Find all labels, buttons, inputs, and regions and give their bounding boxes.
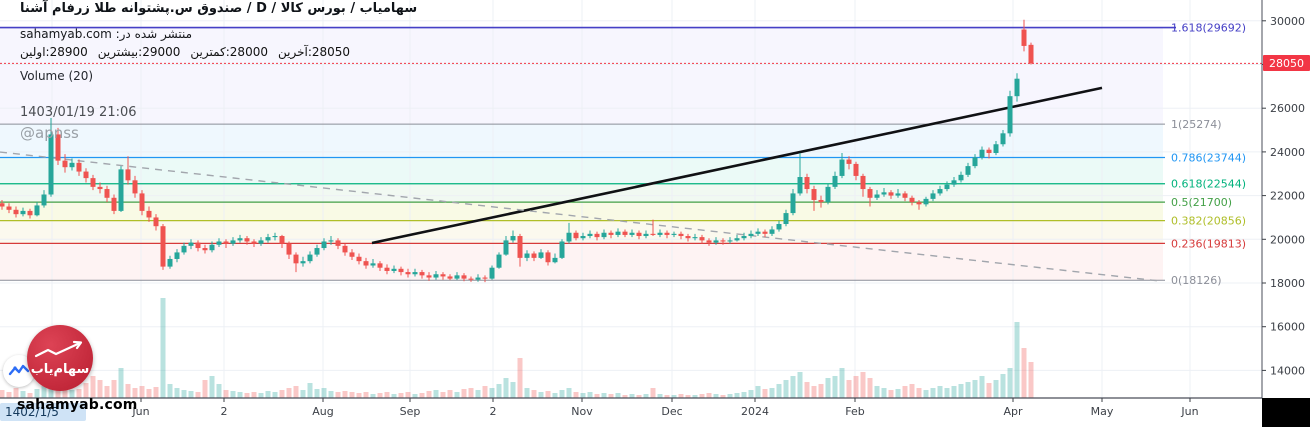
price-tick-label: 18000 (1270, 277, 1305, 290)
price-tick-label: 30000 (1270, 15, 1305, 28)
ohlc-pair: کمترین:28000 (190, 45, 268, 59)
time-tick-label: 2 (490, 405, 497, 418)
gridlines (0, 0, 1262, 398)
time-tick-label: Jun (1180, 405, 1198, 418)
price-tick-label: 22000 (1270, 190, 1305, 203)
ohlc-pair: آخرین:28050 (277, 45, 351, 59)
fib-label-0.5: 0.5(21700) (1171, 196, 1232, 209)
fib-label-1: 1(25274) (1171, 118, 1222, 131)
fib-label-0.382: 0.382(20856) (1171, 215, 1246, 228)
time-axis[interactable]: Jun 2 Aug Sep 2 Nov Dec 2024 Feb Apr May Jun (131, 398, 1199, 418)
time-tick-label: 2 (221, 405, 228, 418)
candles (0, 19, 1034, 283)
fib-label-0.786: 0.786(23744) (1171, 151, 1246, 164)
symbol-title: سهامیاب / بورس کالا / D / صندوق س.پشتوان… (20, 1, 418, 16)
chart-datetime: 1403/01/19 21:06 (20, 105, 137, 120)
time-tick-label: May (1091, 405, 1114, 418)
fibonacci-levels: 1.618(29692) 1(25274) 0.786(23744) 0.618(22… (0, 22, 1246, 287)
axis-corner-box (1262, 398, 1310, 427)
time-tick-label: Aug (312, 405, 333, 418)
sahamyab-watermark-text: sahamyab.com (17, 397, 138, 413)
time-tick-label: Feb (845, 405, 864, 418)
logo-trend-arrow-icon (34, 340, 83, 357)
fib-label-0.236: 0.236(19813) (1171, 237, 1246, 250)
ohlc-pair: بیشترین:29000 (97, 45, 181, 59)
author-handle: @apnss (20, 124, 79, 142)
ohlc-readout: اولین:28900 بیشترین:29000 کمترین:28000 آخری… (20, 45, 350, 59)
crosshair-date-label: 1402/1/5 (0, 403, 86, 421)
time-tick-label: Nov (571, 405, 593, 418)
time-tick-label: 2024 (741, 405, 769, 418)
price-axis[interactable]: 3000028000260002400022000200001800016000… (1262, 15, 1305, 378)
time-tick-label: Sep (400, 405, 421, 418)
time-tick-label: Jun (131, 405, 149, 418)
price-tick-label: 24000 (1270, 146, 1305, 159)
sahamyab-logo: سهام‌یاب (27, 325, 93, 391)
time-tick-label: Dec (661, 405, 682, 418)
fib-label-1.618: 1.618(29692) (1171, 22, 1246, 35)
time-tick-label: Apr (1003, 405, 1023, 418)
fib-label-0.618: 0.618(22544) (1171, 178, 1246, 191)
last-price-badge: 28050 (1263, 55, 1310, 71)
fib-label-0: 0(18126) (1171, 274, 1222, 287)
published-at-line: منتشر شده در: sahamyab.com (20, 27, 193, 41)
volume-bars (0, 298, 1034, 398)
ohlc-pair: اولین:28900 (20, 45, 88, 59)
price-tick-label: 26000 (1270, 102, 1305, 115)
price-tick-label: 20000 (1270, 233, 1305, 246)
price-tick-label: 16000 (1270, 321, 1305, 334)
blue-wave-icon (8, 364, 30, 376)
ascending-support-line (371, 86, 1103, 245)
volume-indicator-label: Volume (20) (20, 69, 94, 83)
logo-text: سهام‌یاب (30, 361, 90, 377)
trendlines (0, 86, 1161, 282)
price-tick-label: 14000 (1270, 364, 1305, 377)
